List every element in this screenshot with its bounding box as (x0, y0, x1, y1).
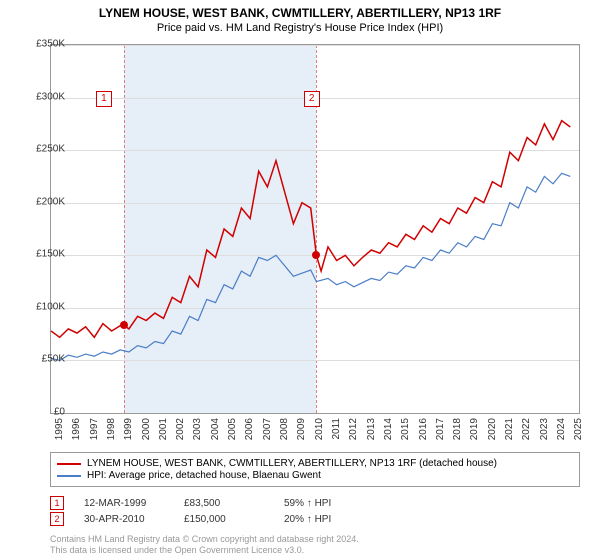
y-axis-label: £300K (25, 91, 65, 102)
sale-date: 12-MAR-1999 (84, 498, 164, 509)
sale-index-box: 2 (50, 512, 64, 526)
legend-row: LYNEM HOUSE, WEST BANK, CWMTILLERY, ABER… (57, 458, 573, 469)
sale-price: £150,000 (184, 514, 264, 525)
sale-marker-box: 2 (304, 91, 320, 107)
sale-row: 1 12-MAR-1999 £83,500 59% ↑ HPI (50, 496, 364, 510)
x-axis-label: 2006 (244, 418, 255, 440)
x-axis-label: 2000 (141, 418, 152, 440)
x-axis-label: 2004 (210, 418, 221, 440)
sale-date: 30-APR-2010 (84, 514, 164, 525)
sale-vs-hpi: 20% ↑ HPI (284, 514, 364, 525)
sale-price: £83,500 (184, 498, 264, 509)
legend-row: HPI: Average price, detached house, Blae… (57, 470, 573, 481)
x-axis-label: 2025 (573, 418, 584, 440)
y-axis-label: £200K (25, 196, 65, 207)
series-price_paid (51, 121, 570, 338)
x-axis-label: 2022 (521, 418, 532, 440)
x-axis-label: 2018 (452, 418, 463, 440)
footnote-line: Contains HM Land Registry data © Crown c… (50, 534, 359, 545)
x-axis-label: 2019 (469, 418, 480, 440)
sale-vs-hpi: 59% ↑ HPI (284, 498, 364, 509)
footnote: Contains HM Land Registry data © Crown c… (50, 534, 359, 556)
footnote-line: This data is licensed under the Open Gov… (50, 545, 359, 556)
chart-plot-area: 12 (50, 44, 580, 414)
series-hpi (51, 173, 570, 360)
legend-label: LYNEM HOUSE, WEST BANK, CWMTILLERY, ABER… (87, 458, 497, 469)
x-axis-label: 2010 (314, 418, 325, 440)
y-axis-label: £150K (25, 249, 65, 260)
x-axis-label: 1996 (71, 418, 82, 440)
x-axis-label: 1995 (54, 418, 65, 440)
x-axis-label: 2023 (539, 418, 550, 440)
x-axis-label: 2007 (262, 418, 273, 440)
x-axis-label: 2001 (158, 418, 169, 440)
chart-legend: LYNEM HOUSE, WEST BANK, CWMTILLERY, ABER… (50, 452, 580, 487)
chart-subtitle: Price paid vs. HM Land Registry's House … (0, 20, 600, 38)
x-axis-label: 2014 (383, 418, 394, 440)
y-axis-label: £100K (25, 301, 65, 312)
sale-index-box: 1 (50, 496, 64, 510)
x-axis-label: 2009 (296, 418, 307, 440)
chart-title: LYNEM HOUSE, WEST BANK, CWMTILLERY, ABER… (0, 0, 600, 20)
x-axis-label: 2011 (331, 418, 342, 440)
x-axis-label: 2008 (279, 418, 290, 440)
x-axis-label: 2012 (348, 418, 359, 440)
sale-marker-dot (312, 251, 320, 259)
y-axis-label: £250K (25, 144, 65, 155)
y-axis-label: £50K (25, 354, 65, 365)
x-axis-label: 2013 (366, 418, 377, 440)
sale-marker-box: 1 (96, 91, 112, 107)
x-axis-label: 2024 (556, 418, 567, 440)
sale-marker-dot (120, 321, 128, 329)
y-axis-label: £0 (25, 407, 65, 418)
x-axis-label: 2002 (175, 418, 186, 440)
x-axis-label: 2005 (227, 418, 238, 440)
x-axis-label: 2016 (418, 418, 429, 440)
legend-label: HPI: Average price, detached house, Blae… (87, 470, 321, 481)
x-axis-label: 2015 (400, 418, 411, 440)
legend-swatch (57, 475, 81, 477)
sale-row: 2 30-APR-2010 £150,000 20% ↑ HPI (50, 512, 364, 526)
y-axis-label: £350K (25, 39, 65, 50)
x-axis-label: 2017 (435, 418, 446, 440)
x-axis-label: 2020 (487, 418, 498, 440)
legend-swatch (57, 463, 81, 465)
x-axis-label: 1999 (123, 418, 134, 440)
sales-table: 1 12-MAR-1999 £83,500 59% ↑ HPI 2 30-APR-2010… (50, 494, 364, 528)
x-axis-label: 2021 (504, 418, 515, 440)
x-axis-label: 1998 (106, 418, 117, 440)
x-axis-label: 2003 (192, 418, 203, 440)
x-axis-label: 1997 (89, 418, 100, 440)
